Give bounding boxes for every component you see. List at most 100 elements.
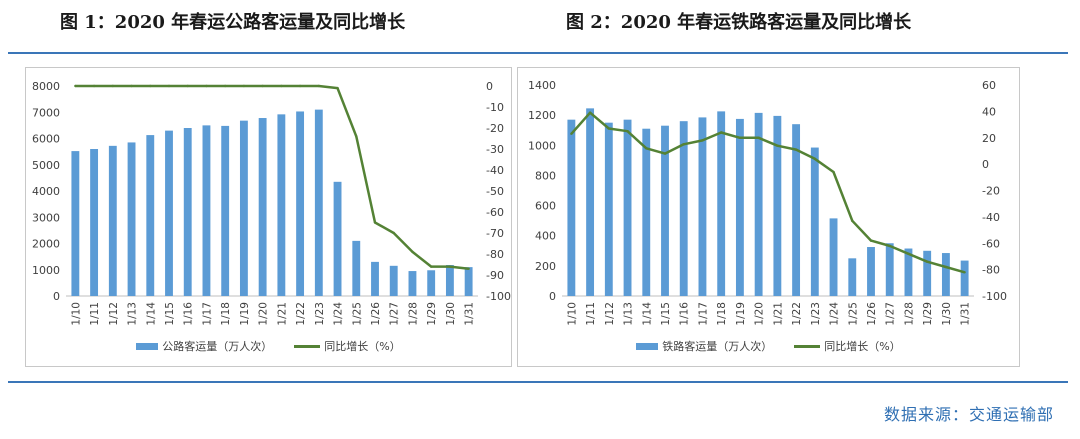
line-point bbox=[223, 84, 227, 88]
x-axis-tick-label: 1/26 bbox=[866, 302, 878, 326]
x-axis-tick-label: 1/30 bbox=[941, 302, 953, 326]
right-axis-tick-label: -30 bbox=[486, 143, 504, 156]
x-axis-tick-label: 1/29 bbox=[426, 302, 438, 326]
yoy-growth-line bbox=[570, 111, 965, 274]
right-axis-tick-label: -20 bbox=[982, 185, 1000, 198]
line-point bbox=[392, 231, 395, 235]
line-point bbox=[888, 244, 891, 248]
x-axis-tick-label: 1/11 bbox=[585, 302, 597, 326]
line-point bbox=[570, 132, 573, 135]
line-point bbox=[663, 152, 667, 155]
bar bbox=[352, 240, 361, 296]
x-axis-tick-label: 1/23 bbox=[810, 302, 822, 326]
left-axis-tick-label: 200 bbox=[535, 260, 556, 273]
line-point bbox=[851, 219, 854, 223]
left-axis-tick-label: 1000 bbox=[528, 139, 556, 152]
bar bbox=[221, 125, 230, 297]
data-source-note: 数据来源：交通运输部 bbox=[883, 405, 1054, 424]
x-axis-tick-label: 1/25 bbox=[351, 302, 363, 326]
highway-chart: 0 1000 2000 3000 4000 5000 6000 7000 8000 0 -10 -20… bbox=[25, 67, 512, 367]
bar bbox=[258, 118, 267, 297]
x-axis-tick-label: 1/14 bbox=[145, 302, 157, 326]
line-point bbox=[280, 84, 283, 88]
left-axis-tick-label: 5000 bbox=[32, 159, 60, 172]
line-point bbox=[645, 147, 648, 150]
bar bbox=[71, 151, 80, 296]
bar bbox=[239, 120, 248, 297]
right-axis-tick-label: 60 bbox=[982, 79, 996, 92]
line-point bbox=[429, 265, 433, 268]
line-point bbox=[701, 139, 704, 142]
left-axis-tick-label: 3000 bbox=[32, 211, 60, 224]
x-axis-tick-label: 1/13 bbox=[623, 302, 635, 326]
left-axis-tick-label: 0 bbox=[549, 290, 556, 303]
x-axis-tick-label: 1/30 bbox=[445, 302, 457, 326]
left-axis-tick-label: 7000 bbox=[32, 106, 60, 119]
x-axis-tick-label: 1/11 bbox=[89, 302, 101, 326]
line-point bbox=[925, 260, 929, 263]
figure-1-title: 图 1：2020 年春运公路客运量及同比增长 bbox=[60, 12, 406, 33]
bar bbox=[408, 271, 417, 296]
x-axis-tick-label: 1/28 bbox=[407, 302, 419, 326]
yoy-growth-line bbox=[75, 84, 469, 270]
bar bbox=[792, 124, 801, 296]
line-point bbox=[411, 250, 414, 254]
bar bbox=[754, 112, 763, 296]
left-axis-tick-label: 2000 bbox=[32, 238, 60, 251]
line-point bbox=[298, 84, 302, 88]
x-axis-tick-label: 1/14 bbox=[641, 302, 653, 326]
right-axis-tick-label: -100 bbox=[486, 290, 511, 303]
left-axis-tick-label: 6000 bbox=[32, 133, 60, 146]
x-axis-tick-label: 1/28 bbox=[903, 302, 915, 326]
x-axis-tick-label: 1/20 bbox=[754, 302, 766, 326]
line-point bbox=[336, 86, 339, 90]
x-axis-tick-label: 1/15 bbox=[660, 302, 672, 326]
bar bbox=[445, 265, 454, 296]
line-point bbox=[317, 84, 321, 88]
x-axis-tick-label: 1/27 bbox=[389, 302, 401, 326]
bar bbox=[108, 145, 117, 296]
x-axis-tick-label: 1/10 bbox=[70, 302, 82, 326]
header-divider bbox=[8, 52, 1068, 54]
legend-item-line: 同比增长（%） bbox=[794, 338, 901, 354]
bar bbox=[885, 243, 894, 296]
x-axis-tick-label: 1/13 bbox=[127, 302, 139, 326]
left-axis-tick-label: 4000 bbox=[32, 185, 60, 198]
bar bbox=[277, 114, 286, 296]
bar bbox=[464, 267, 473, 296]
bar bbox=[183, 128, 192, 296]
line-point bbox=[757, 136, 760, 139]
line-swatch-icon bbox=[294, 344, 321, 348]
legend-bar-label: 公路客运量（万人次） bbox=[162, 340, 273, 353]
right-axis-tick-label: -60 bbox=[486, 206, 504, 219]
line-point bbox=[963, 271, 966, 274]
bar bbox=[146, 135, 155, 296]
right-axis-tick-label: 0 bbox=[982, 158, 989, 171]
bar-swatch-icon bbox=[136, 342, 159, 350]
line-point bbox=[242, 84, 246, 88]
line-point bbox=[626, 129, 629, 133]
right-axis-tick-label: -80 bbox=[486, 248, 504, 261]
right-axis-tick-label: -50 bbox=[486, 185, 504, 198]
x-axis-tick-label: 1/22 bbox=[295, 302, 307, 326]
line-point bbox=[111, 84, 115, 88]
right-axis-tick-label: -40 bbox=[486, 164, 504, 177]
right-axis-tick-label: -10 bbox=[486, 101, 504, 114]
line-point bbox=[607, 127, 611, 130]
line-point bbox=[261, 84, 264, 88]
bar bbox=[642, 128, 651, 296]
x-axis-tick-label: 1/20 bbox=[258, 302, 270, 326]
bar bbox=[904, 248, 913, 296]
legend-line-label: 同比增长（%） bbox=[324, 340, 401, 353]
x-axis-tick-label: 1/24 bbox=[333, 302, 345, 326]
highway-chart-svg: 0 1000 2000 3000 4000 5000 6000 7000 8000 0 -10 -20… bbox=[32, 80, 511, 326]
line-point bbox=[588, 111, 592, 114]
bar bbox=[679, 121, 688, 296]
line-point bbox=[907, 252, 910, 255]
bar bbox=[923, 250, 932, 296]
x-axis-tick-label: 1/18 bbox=[716, 302, 728, 326]
line-point bbox=[92, 84, 96, 88]
line-point bbox=[832, 170, 835, 174]
x-axis-tick-label: 1/17 bbox=[201, 302, 213, 326]
